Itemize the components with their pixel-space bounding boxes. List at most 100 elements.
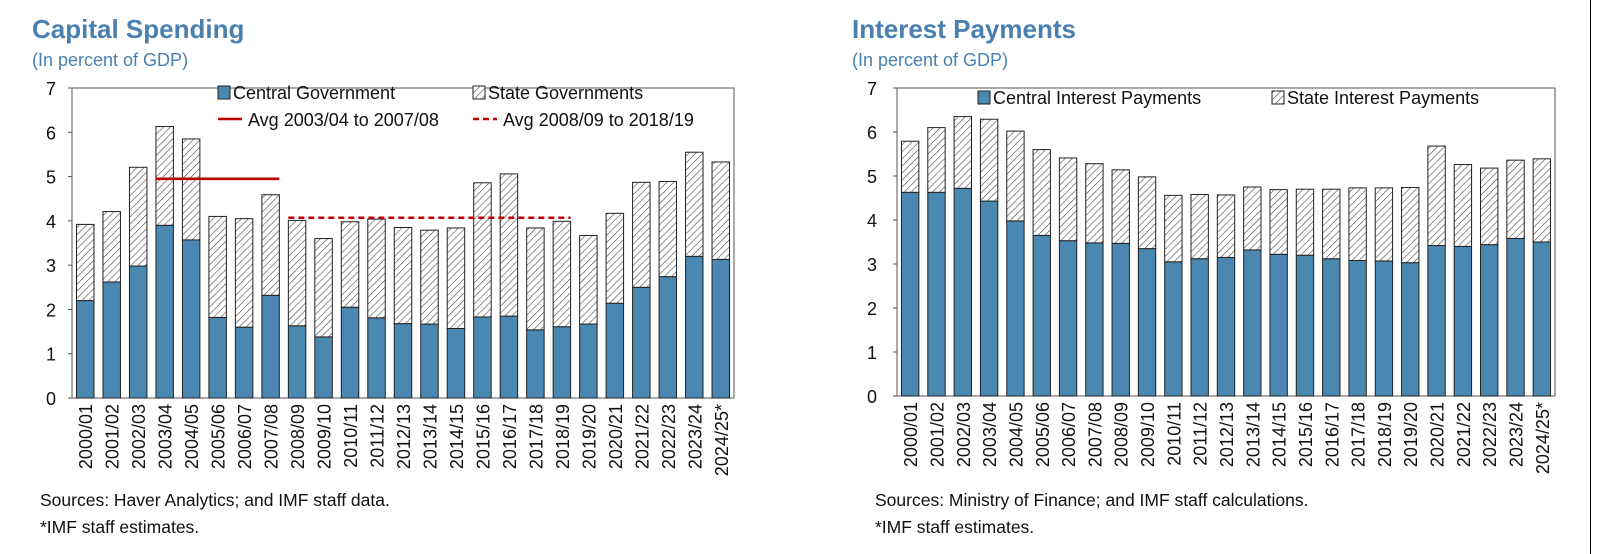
- y-tick-label: 0: [46, 389, 56, 409]
- y-tick-label: 4: [46, 212, 56, 232]
- x-tick-label: 2014/15: [447, 404, 467, 469]
- legend-label: State Governments: [488, 83, 643, 103]
- bar-state: [1295, 188, 1315, 256]
- chart-subtitle: (In percent of GDP): [32, 50, 189, 70]
- x-tick-label: 2023/24: [685, 404, 705, 469]
- legend-label: State Interest Payments: [1287, 88, 1479, 108]
- bar-central: [76, 300, 95, 399]
- bar-state: [499, 173, 519, 317]
- bar-state: [1374, 187, 1394, 262]
- x-tick-label: 2024/25*: [712, 404, 732, 476]
- bar-state: [953, 116, 972, 189]
- x-tick-label: 2015/16: [473, 404, 493, 469]
- bar-state: [1322, 188, 1341, 260]
- x-tick-label: 2024/25*: [1533, 402, 1553, 474]
- x-tick-label: 2016/17: [1322, 402, 1342, 467]
- bar-state: [234, 218, 254, 328]
- bar-state: [900, 140, 920, 193]
- bar-state: [579, 234, 598, 325]
- bar-central: [287, 325, 307, 399]
- x-tick-label: 2007/08: [262, 404, 282, 469]
- bar-state: [208, 215, 227, 318]
- x-tick-label: 2010/11: [341, 404, 361, 468]
- bar-central: [927, 191, 946, 397]
- bar-central: [979, 200, 999, 397]
- bar-state: [420, 229, 439, 325]
- y-tick-label: 6: [867, 123, 877, 143]
- bar-state: [287, 219, 307, 327]
- y-tick-label: 3: [46, 256, 56, 276]
- x-tick-label: 2013/14: [420, 404, 440, 469]
- legend-swatch: [977, 90, 991, 105]
- interest-payments-panel: Interest Payments (In percent of GDP) 0 1…: [820, 0, 1600, 554]
- y-tick-label: 5: [46, 168, 56, 188]
- bar-state: [181, 138, 201, 241]
- x-tick-label: 2006/07: [1059, 402, 1079, 467]
- bar-state: [1216, 194, 1236, 258]
- y-tick-label: 2: [867, 299, 877, 319]
- bar-state: [128, 166, 148, 267]
- bar-state: [1427, 145, 1446, 247]
- x-tick-label: 2000/01: [76, 404, 96, 469]
- y-tick-label: 5: [867, 167, 877, 187]
- bar-central: [1058, 240, 1078, 397]
- bar-central: [234, 326, 254, 399]
- legend-swatch: [217, 85, 231, 100]
- x-tick-label: 2001/02: [927, 402, 947, 467]
- bar-central: [340, 306, 360, 399]
- bar-state: [1532, 158, 1552, 243]
- legend-label: Avg 2008/09 to 2018/19: [503, 110, 694, 130]
- bar-state: [76, 223, 95, 302]
- x-tick-label: 2017/18: [1349, 402, 1369, 467]
- x-tick-label: 2004/05: [1006, 402, 1026, 467]
- bar-central: [900, 191, 920, 397]
- bar-state: [340, 221, 360, 308]
- bar-central: [1164, 261, 1183, 397]
- x-tick-label: 2022/23: [1480, 402, 1500, 467]
- bar-central: [953, 187, 972, 397]
- x-tick-label: 2017/18: [526, 404, 546, 469]
- bar-state: [1269, 189, 1288, 255]
- bar-state: [552, 220, 572, 328]
- x-tick-label: 2007/08: [1085, 402, 1105, 467]
- chart-sources: Sources: Ministry of Finance; and IMF st…: [875, 490, 1309, 510]
- chart-sources: Sources: Haver Analytics; and IMF staff …: [40, 490, 390, 510]
- bar-central: [420, 323, 439, 399]
- bar-central: [658, 276, 678, 399]
- bar-state: [658, 180, 678, 278]
- bar-state: [1401, 186, 1420, 264]
- x-tick-label: 2022/23: [659, 404, 679, 469]
- bar-state: [605, 212, 625, 304]
- x-tick-label: 2018/19: [553, 404, 573, 469]
- x-tick-label: 2009/10: [315, 404, 335, 469]
- x-tick-label: 2013/14: [1243, 402, 1263, 467]
- bar-central: [314, 336, 333, 399]
- bar-state: [632, 181, 651, 288]
- bar-central: [499, 315, 519, 399]
- legend-swatch: [1271, 90, 1285, 105]
- x-tick-label: 2023/24: [1507, 402, 1527, 467]
- chart-note: *IMF staff estimates.: [875, 517, 1035, 537]
- x-tick-label: 2009/10: [1138, 402, 1158, 467]
- y-tick-label: 7: [46, 79, 56, 99]
- x-tick-label: 2019/20: [579, 404, 599, 469]
- x-tick-label: 2005/06: [209, 404, 229, 469]
- bar-central: [1137, 248, 1157, 397]
- bar-central: [393, 323, 413, 399]
- bar-central: [155, 224, 174, 399]
- bar-central: [552, 326, 572, 399]
- bar-state: [1137, 176, 1157, 250]
- bar-central: [1427, 245, 1446, 397]
- bar-state: [367, 218, 386, 319]
- chart-title: Capital Spending: [32, 14, 245, 44]
- bar-central: [1532, 241, 1552, 397]
- x-tick-label: 2015/16: [1296, 402, 1316, 467]
- capital-spending-chart: 0 1 2 3 4 5 6 7 2000/01 2001/02 2002/03 2003/04 2004…: [46, 79, 735, 476]
- bar-state: [1506, 159, 1525, 239]
- bar-central: [1190, 258, 1209, 397]
- bar-central: [1374, 260, 1394, 397]
- bar-state: [155, 126, 174, 226]
- x-tick-label: 2012/13: [1217, 402, 1237, 467]
- x-tick-label: 2003/04: [156, 404, 176, 469]
- bar-central: [1401, 262, 1420, 397]
